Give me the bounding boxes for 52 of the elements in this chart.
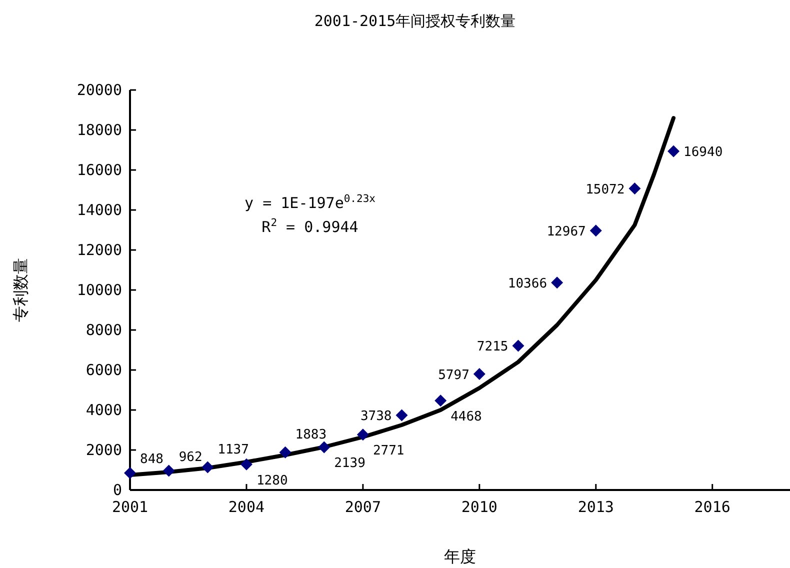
point	[434, 394, 447, 407]
data-label: 848	[140, 452, 164, 468]
y-tick-label: 16000	[76, 161, 122, 179]
point	[356, 428, 369, 441]
x-tick-label: 2007	[344, 498, 382, 516]
y-tick-label: 4000	[86, 401, 122, 419]
x-tick-label: 2001	[112, 498, 148, 516]
point	[202, 461, 214, 474]
annotation: R$^{2}$ = 0.9944	[262, 217, 358, 236]
y-tick-label: 6000	[86, 361, 122, 379]
x-tick-label: 2013	[578, 498, 614, 516]
point	[318, 441, 330, 454]
y-axis-title: 专利数量	[11, 258, 30, 322]
y-tick-label: 0	[112, 481, 122, 499]
point	[162, 464, 175, 477]
y-tick-label: 12000	[76, 241, 122, 259]
y-tick-label: 20000	[76, 81, 122, 99]
data-label: 15072	[586, 182, 625, 198]
data-label: 10366	[508, 276, 548, 292]
point	[396, 409, 408, 422]
data-label: 2139	[334, 456, 366, 472]
data-label: 4468	[450, 410, 482, 425]
point	[551, 276, 564, 289]
point	[124, 467, 136, 480]
data-label: 7215	[476, 340, 508, 355]
point	[473, 368, 486, 380]
point	[668, 145, 680, 158]
data-label: 962	[178, 450, 202, 465]
data-label: 1280	[256, 473, 288, 488]
data-label: 3738	[360, 409, 392, 424]
data-label: 16940	[684, 145, 723, 160]
point	[240, 458, 252, 470]
y-tick-label: 14000	[76, 201, 122, 219]
data-label: 5797	[438, 368, 470, 384]
point	[512, 340, 524, 352]
data-label: 1883	[295, 427, 327, 442]
annotation: y = 1E-197e$^{0.23x}$	[244, 193, 376, 212]
x-axis-title: 年度	[444, 547, 476, 566]
data-label: 12967	[546, 224, 586, 240]
data-label: 2771	[372, 444, 404, 459]
y-tick-label: 8000	[86, 321, 122, 339]
chart-title: 2001-2015年间授权专利数量	[314, 12, 516, 30]
point	[279, 446, 292, 458]
y-tick-label: 10000	[76, 281, 122, 299]
x-tick-label: 2016	[694, 498, 730, 516]
point	[628, 182, 641, 195]
x-tick-label: 2004	[228, 498, 265, 516]
x-tick-label: 2010	[461, 498, 498, 516]
point	[590, 224, 602, 237]
data-label: 1137	[218, 442, 249, 458]
y-tick-label: 2000	[86, 441, 122, 459]
y-tick-label: 18000	[76, 121, 122, 139]
